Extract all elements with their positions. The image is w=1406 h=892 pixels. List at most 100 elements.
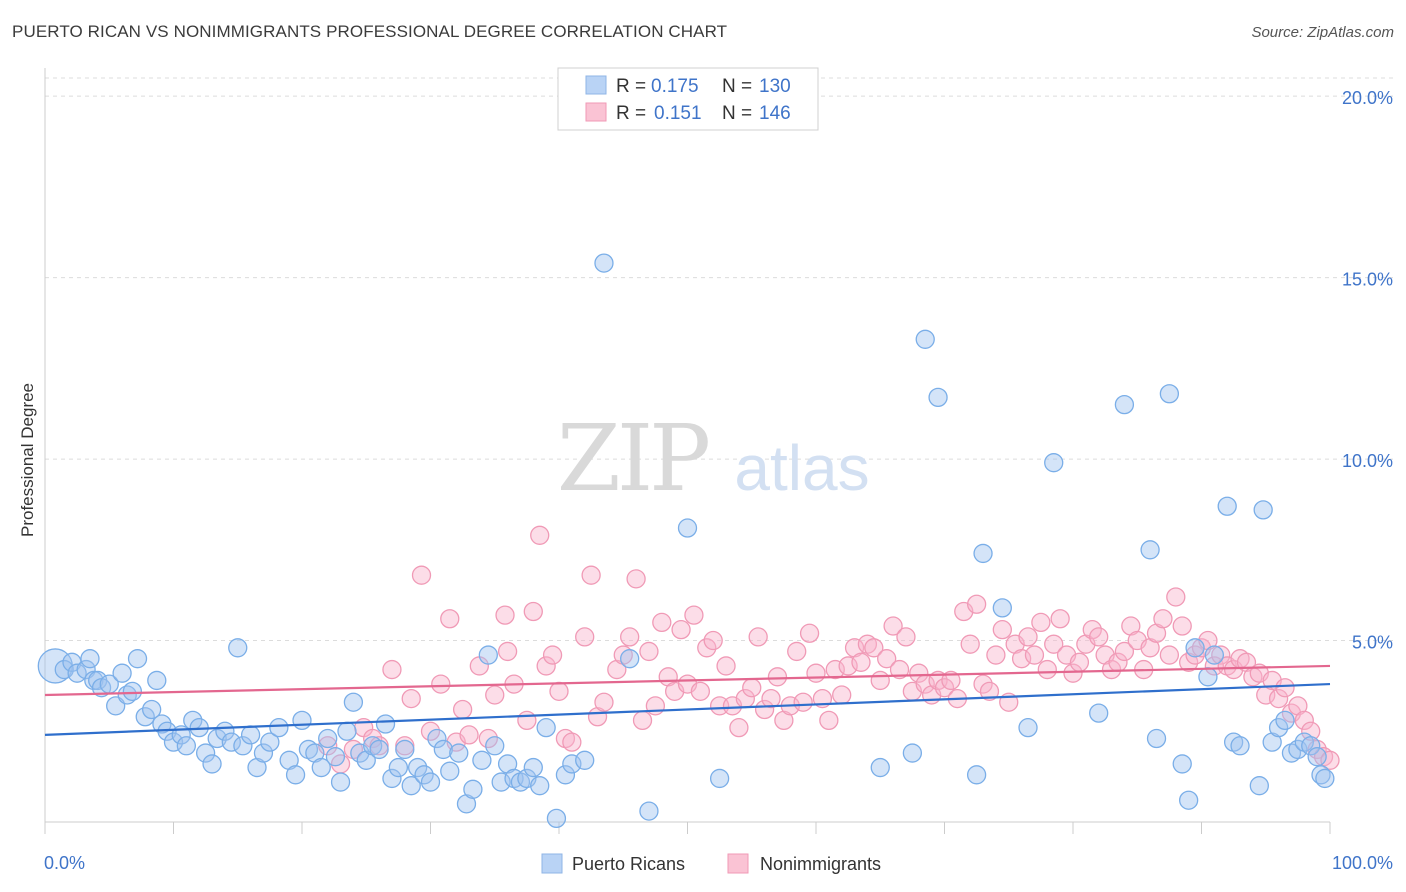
nonimmigrants-point <box>703 630 723 651</box>
nonimmigrants-point <box>870 670 890 691</box>
puerto-ricans-point <box>427 728 447 749</box>
nonimmigrants-point <box>363 728 383 749</box>
nonimmigrants-point <box>382 659 402 680</box>
nonimmigrants-point <box>1172 616 1192 636</box>
x-tick-label: 100.0% <box>1332 853 1393 873</box>
nonimmigrants-point <box>1037 659 1057 680</box>
puerto-ricans-point <box>1018 717 1038 738</box>
legend-swatch-puerto-ricans <box>541 853 563 874</box>
nonimmigrants-point <box>799 623 820 643</box>
puerto-ricans-point <box>1140 540 1160 560</box>
puerto-ricans-point <box>1089 703 1109 723</box>
nonimmigrants-point <box>452 699 473 720</box>
nonimmigrants-point <box>966 594 987 614</box>
nonimmigrants-point <box>1063 663 1083 683</box>
puerto-ricans-point <box>147 670 167 691</box>
nonimmigrants-point <box>979 681 1000 701</box>
puerto-ricans-point <box>395 739 415 760</box>
puerto-ricans-point <box>112 663 132 683</box>
nonimmigrants-point <box>851 652 871 672</box>
y-tick-label: 5.0% <box>1352 633 1393 653</box>
legend-nonimmigrants: Nonimmigrants <box>760 854 881 874</box>
puerto-ricans-point <box>973 543 993 564</box>
watermark-zip: ZIP <box>557 405 708 512</box>
puerto-ricans-point <box>401 776 421 796</box>
chart-title: PUERTO RICAN VS NONIMMIGRANTS PROFESSION… <box>12 22 728 41</box>
puerto-ricans-point <box>1268 717 1289 738</box>
nonimmigrants-point <box>497 641 518 662</box>
nonimmigrants-point <box>767 667 788 687</box>
nonimmigrants-point <box>742 678 762 698</box>
nonimmigrants-point <box>517 710 537 731</box>
nonimmigrants-point <box>1159 645 1180 665</box>
nonimmigrants-point <box>1101 659 1122 680</box>
puerto-ricans-point <box>677 518 698 538</box>
puerto-ricans-point <box>221 732 241 752</box>
nonimmigrants-point <box>620 627 640 647</box>
puerto-ricans-point <box>485 736 505 756</box>
legend-n-value-2: 146 <box>759 103 791 124</box>
nonimmigrants-point <box>761 688 781 709</box>
nonimmigrants-point <box>819 710 839 731</box>
nonimmigrants-point <box>1050 609 1070 629</box>
puerto-ricans-point <box>523 757 543 778</box>
puerto-ricans-point <box>330 772 351 792</box>
puerto-ricans-point <box>228 638 248 658</box>
nonimmigrants-point <box>1044 634 1064 654</box>
puerto-ricans-point <box>1198 667 1218 687</box>
nonimmigrants-point <box>420 721 441 741</box>
puerto-ricans-point <box>407 757 428 778</box>
puerto-ricans-point <box>1179 790 1199 810</box>
puerto-ricans-point <box>240 725 261 745</box>
puerto-ricans-point <box>472 750 492 770</box>
puerto-ricans-point <box>253 743 274 763</box>
legend-r-label-2: R = <box>616 103 646 124</box>
nonimmigrants-point <box>575 627 595 647</box>
trend-lines <box>44 664 1331 736</box>
puerto-ricans-point <box>414 765 434 785</box>
puerto-ricans-point <box>269 717 289 738</box>
nonimmigrants-point <box>832 685 852 705</box>
puerto-ricans-point <box>135 707 155 727</box>
nonimmigrants-point <box>530 525 550 545</box>
nonimmigrants-point <box>973 674 993 694</box>
nonimmigrants-point <box>1185 645 1205 665</box>
puerto-ricans-point <box>1114 394 1135 415</box>
nonimmigrants-point <box>1089 627 1109 647</box>
nonimmigrants-point <box>562 732 582 752</box>
nonimmigrants-point <box>549 681 569 701</box>
nonimmigrants-point <box>542 645 563 665</box>
nonimmigrants-point <box>934 678 955 698</box>
puerto-ricans-point <box>1146 728 1167 749</box>
puerto-ricans-point <box>127 649 148 669</box>
nonimmigrants-point <box>960 634 980 654</box>
puerto-ricans-point <box>992 598 1012 618</box>
nonimmigrants-point <box>1301 721 1321 741</box>
puerto-ricans-point <box>1275 710 1295 731</box>
nonimmigrants-point <box>478 728 498 749</box>
y-tick-labels: 5.0% 10.0% 15.0% 20.0% <box>1342 88 1393 652</box>
nonimmigrants-point <box>877 649 897 669</box>
x-tick-label: 0.0% <box>44 853 85 873</box>
y-tick-label: 10.0% <box>1342 451 1393 471</box>
puerto-ricans-point <box>375 714 396 734</box>
nonimmigrants-point <box>485 685 505 705</box>
nonimmigrants-point <box>754 699 775 720</box>
nonimmigrants-point <box>748 627 768 647</box>
nonimmigrants-point <box>883 616 903 636</box>
series-legend: Puerto Ricans Nonimmigrants <box>541 853 881 874</box>
legend-r-value-2: 0.151 <box>654 103 702 124</box>
nonimmigrants-point <box>594 692 614 712</box>
nonimmigrants-point <box>1166 587 1186 607</box>
nonimmigrants-point <box>1211 645 1231 665</box>
nonimmigrants-point <box>1031 612 1051 633</box>
nonimmigrants-trend-line <box>44 664 1331 697</box>
nonimmigrants-point <box>1268 688 1289 709</box>
nonimmigrants-point <box>896 627 916 647</box>
puerto-ricans-point <box>449 743 469 763</box>
puerto-ricans-point <box>1159 384 1180 404</box>
puerto-ricans-point <box>382 768 402 789</box>
puerto-ricans-point <box>639 801 659 821</box>
puerto-ricans-point <box>325 747 346 767</box>
puerto-ricans-point <box>318 728 338 749</box>
